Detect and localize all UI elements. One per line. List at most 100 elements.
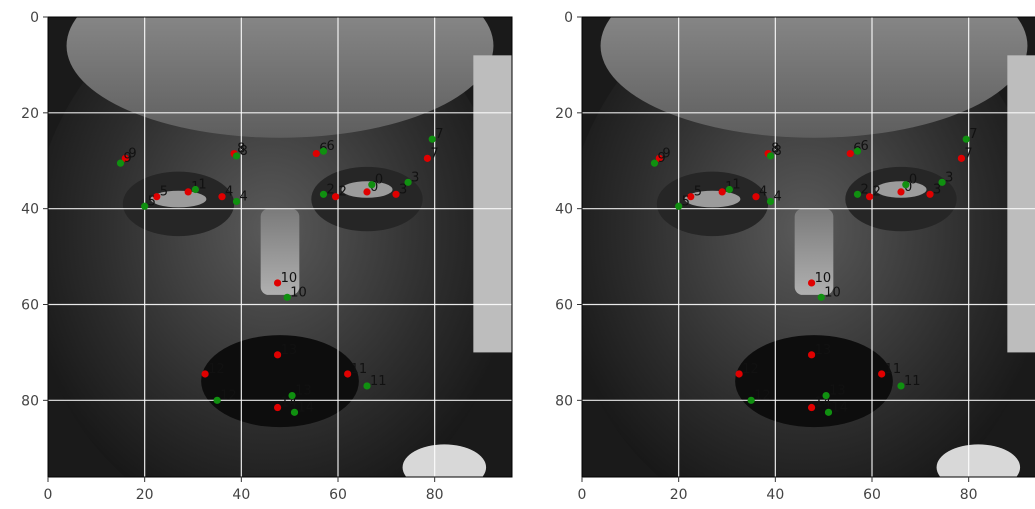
y-tick-label: 40 xyxy=(21,202,39,218)
y-tick-label: 80 xyxy=(555,393,573,409)
keypoint-marker xyxy=(392,190,400,198)
keypoint-label: 12 xyxy=(208,362,225,377)
left-eye xyxy=(684,190,741,208)
keypoint-marker xyxy=(926,190,934,198)
keypoint-label: 11 xyxy=(904,374,921,389)
forehead xyxy=(66,17,494,138)
keypoint-marker xyxy=(938,178,946,186)
keypoint-label: 4 xyxy=(240,189,248,204)
keypoint-marker xyxy=(962,135,970,143)
keypoint-label: 12 xyxy=(220,388,237,403)
keypoint-marker xyxy=(817,293,825,301)
keypoint-marker xyxy=(116,159,125,167)
x-tick-label: 40 xyxy=(766,487,784,503)
keypoint-label: 13 xyxy=(829,384,846,399)
right-eye-shadow xyxy=(311,166,423,232)
keypoint-label: 7 xyxy=(964,146,972,161)
keypoint-marker xyxy=(232,197,241,206)
keypoint-marker xyxy=(822,391,830,400)
keypoint-marker xyxy=(404,178,412,186)
x-tick-label: 40 xyxy=(232,487,250,503)
keypoint-label: 2 xyxy=(861,182,869,197)
mouth-beard xyxy=(201,335,359,428)
keypoint-marker xyxy=(807,403,816,412)
nose xyxy=(260,208,300,295)
keypoint-marker xyxy=(675,202,683,210)
y-tick-label: 0 xyxy=(30,10,39,26)
keypoint-label: 8 xyxy=(240,144,248,159)
keypoint-marker xyxy=(650,159,659,167)
keypoint-label: 5 xyxy=(148,194,156,209)
face-image xyxy=(582,17,1035,477)
plot-frame xyxy=(581,16,1035,478)
keypoint-marker xyxy=(846,149,854,158)
y-tick-label: 60 xyxy=(21,298,39,314)
y-tick-label: 40 xyxy=(555,202,573,218)
right-eye-shadow xyxy=(845,166,957,232)
keypoint-label: 8 xyxy=(771,142,779,157)
keypoint-marker xyxy=(363,188,371,196)
right-edge-bright xyxy=(1007,55,1035,353)
keypoint-marker xyxy=(853,190,862,198)
keypoint-marker xyxy=(655,154,663,162)
keypoint-label: 13 xyxy=(295,384,312,399)
keypoint-label: 12 xyxy=(754,388,771,403)
keypoint-label: 9 xyxy=(124,151,132,166)
x-tick-label: 80 xyxy=(960,487,978,503)
keypoint-label: 0 xyxy=(375,173,383,188)
bottom-right-highlight xyxy=(936,444,1021,477)
keypoint-marker xyxy=(865,193,874,201)
keypoint-marker xyxy=(153,193,161,201)
keypoint-marker xyxy=(290,408,299,416)
keypoint-marker xyxy=(368,181,376,189)
plot-frame xyxy=(47,16,513,478)
x-tick-label: 20 xyxy=(670,487,688,503)
keypoint-label: 14 xyxy=(815,396,832,411)
bottom-right-highlight xyxy=(402,444,487,477)
keypoint-label: 3 xyxy=(399,182,407,197)
keypoint-label: 11 xyxy=(885,362,902,377)
keypoint-marker xyxy=(853,147,862,155)
keypoint-marker xyxy=(902,181,910,189)
keypoint-marker xyxy=(273,351,282,359)
keypoint-marker xyxy=(288,391,296,400)
y-tick-label: 60 xyxy=(555,298,573,314)
keypoint-label: 14 xyxy=(281,396,298,411)
keypoint-label: 14 xyxy=(298,400,315,415)
y-tick-label: 0 xyxy=(564,10,573,26)
keypoint-marker xyxy=(957,154,966,162)
keypoint-marker xyxy=(191,185,200,194)
keypoint-marker xyxy=(897,188,905,196)
keypoint-marker xyxy=(423,154,432,162)
keypoint-marker xyxy=(319,190,328,198)
keypoint-label: 10 xyxy=(824,285,841,300)
keypoint-marker xyxy=(331,193,340,201)
keypoint-label: 8 xyxy=(237,142,245,157)
keypoint-label: 7 xyxy=(430,146,438,161)
keypoint-marker xyxy=(752,193,760,201)
right-edge-bright xyxy=(473,55,512,353)
keypoint-label: 12 xyxy=(742,362,759,377)
keypoint-label: 5 xyxy=(694,185,702,200)
y-tick-label: 20 xyxy=(555,106,573,122)
keypoint-marker xyxy=(807,351,816,359)
y-tick-label: 80 xyxy=(21,393,39,409)
x-tick-label: 60 xyxy=(863,487,881,503)
keypoint-label: 2 xyxy=(339,185,347,200)
keypoint-marker xyxy=(725,185,734,194)
keypoint-marker xyxy=(273,279,282,287)
keypoint-marker xyxy=(283,293,291,301)
left-eye xyxy=(150,190,207,208)
keypoint-marker xyxy=(687,193,695,201)
keypoint-marker xyxy=(218,193,226,201)
keypoint-label: 11 xyxy=(370,374,387,389)
x-tick-label: 80 xyxy=(426,487,444,503)
keypoint-label: 7 xyxy=(969,127,977,142)
keypoint-marker xyxy=(766,197,775,206)
keypoint-label: 2 xyxy=(873,185,881,200)
keypoint-label: 3 xyxy=(945,170,953,185)
keypoint-label: 14 xyxy=(832,400,849,415)
